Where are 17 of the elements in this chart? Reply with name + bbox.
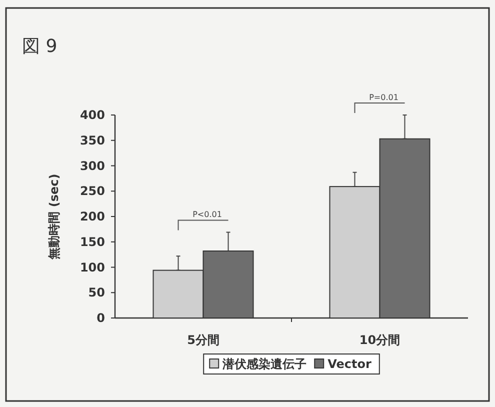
y-tick-label: 250 (80, 184, 105, 198)
y-tick-label: 0 (96, 311, 105, 325)
legend-label: 潜伏感染遺伝子 (222, 357, 307, 371)
y-tick-label: 400 (80, 108, 105, 122)
y-tick-label: 100 (80, 260, 105, 274)
y-tick-label: 200 (80, 210, 105, 224)
x-tick-label: 5分間 (187, 333, 220, 347)
y-tick-label: 300 (80, 158, 105, 173)
y-tick-label: 350 (80, 133, 105, 148)
text: P=0.01 (369, 93, 398, 102)
x-tick-label: 10分間 (359, 333, 400, 347)
legend-label: Vector (328, 357, 372, 371)
chart-title: 図 9 (22, 36, 58, 57)
y-tick-label: 50 (88, 286, 105, 300)
y-tick-label: 150 (80, 234, 105, 249)
y-axis-title: 無動時間 (sec) (47, 174, 61, 260)
annotation: P<0.01 (192, 210, 222, 220)
